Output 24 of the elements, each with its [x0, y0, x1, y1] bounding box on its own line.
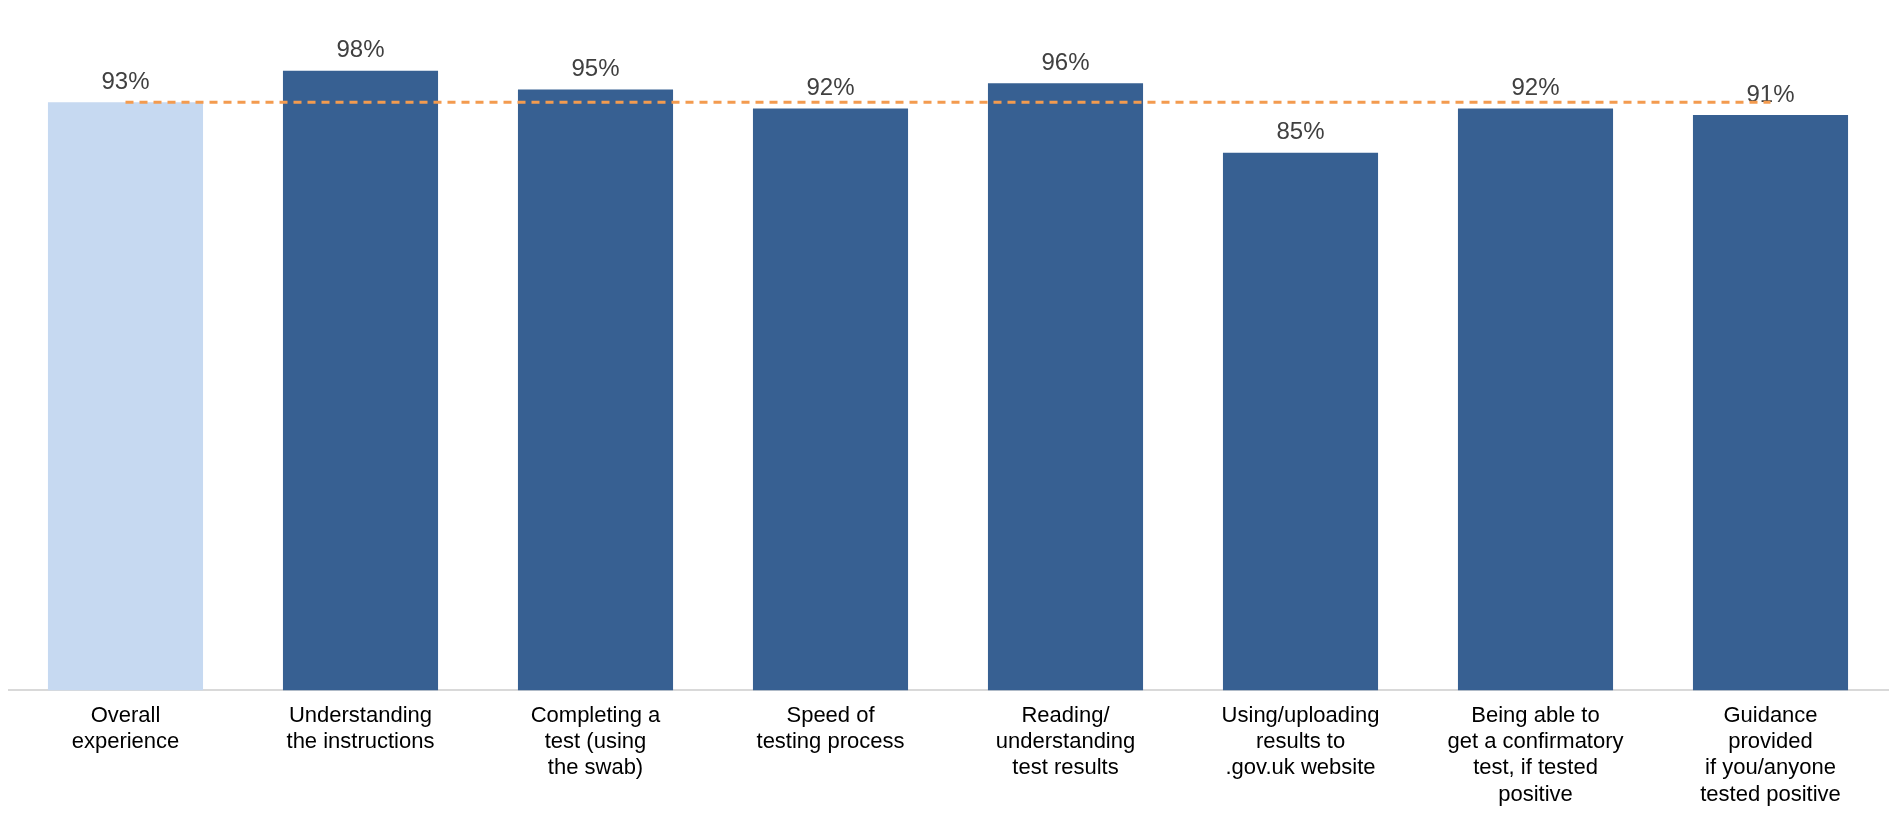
x-tick-label: Speed of testing process [756, 701, 905, 754]
bar [282, 70, 439, 691]
x-tick-label: Overall experience [71, 701, 180, 754]
bar [47, 102, 204, 691]
data-label: 93% [101, 66, 150, 94]
data-label: 85% [1276, 117, 1325, 145]
data-label: 91% [1746, 79, 1795, 107]
bar [1222, 152, 1379, 691]
data-label: 95% [571, 54, 620, 82]
bar [517, 89, 674, 691]
data-label: 96% [1041, 47, 1090, 75]
data-label: 98% [336, 35, 385, 63]
bar [752, 108, 909, 691]
data-label: 92% [1511, 73, 1560, 101]
bar [987, 83, 1144, 691]
x-tick-label: Understanding the instructions [286, 701, 435, 754]
bar [1457, 108, 1614, 691]
data-label: 92% [806, 73, 855, 101]
bar [1692, 114, 1849, 691]
x-tick-label: Reading/ understanding test results [995, 701, 1136, 780]
x-tick-label: Using/uploading results to .gov.uk website [1221, 701, 1380, 780]
x-tick-label: Being able to get a confirmatory test, if tested positive [1447, 701, 1624, 806]
x-tick-label: Completing a test (using the swab) [530, 701, 662, 780]
x-tick-label: Guidance provided if you/anyone tested positive [1700, 701, 1841, 806]
